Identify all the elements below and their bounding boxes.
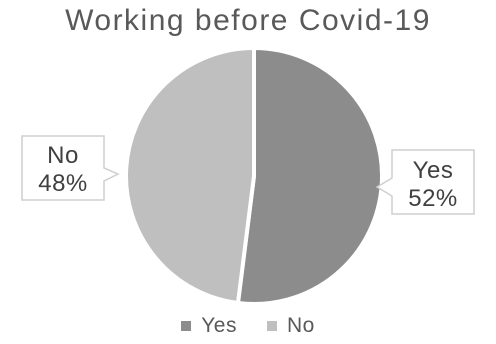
pie-slice-yes — [235, 46, 384, 306]
pie-slice-no — [124, 46, 256, 305]
legend: Yes No — [0, 314, 496, 338]
legend-entry-no: No — [266, 314, 315, 338]
callout-box-no — [21, 135, 120, 201]
legend-label-yes: Yes — [201, 314, 237, 337]
data-label-no-percent: 48% — [38, 170, 88, 197]
data-label-yes: Yes 52% — [375, 149, 475, 215]
legend-swatch-yes — [181, 321, 192, 331]
data-label-no: No 48% — [21, 135, 120, 201]
chart-title: Working before Covid-19 — [65, 4, 431, 37]
data-label-no-category: No — [47, 142, 79, 169]
legend-entry-yes: Yes — [181, 314, 237, 338]
legend-label-no: No — [286, 314, 315, 337]
legend-swatch-no — [266, 321, 277, 331]
data-label-yes-category: Yes — [413, 157, 454, 184]
callout-box-yes — [375, 149, 475, 215]
data-label-yes-percent: 52% — [408, 185, 458, 212]
